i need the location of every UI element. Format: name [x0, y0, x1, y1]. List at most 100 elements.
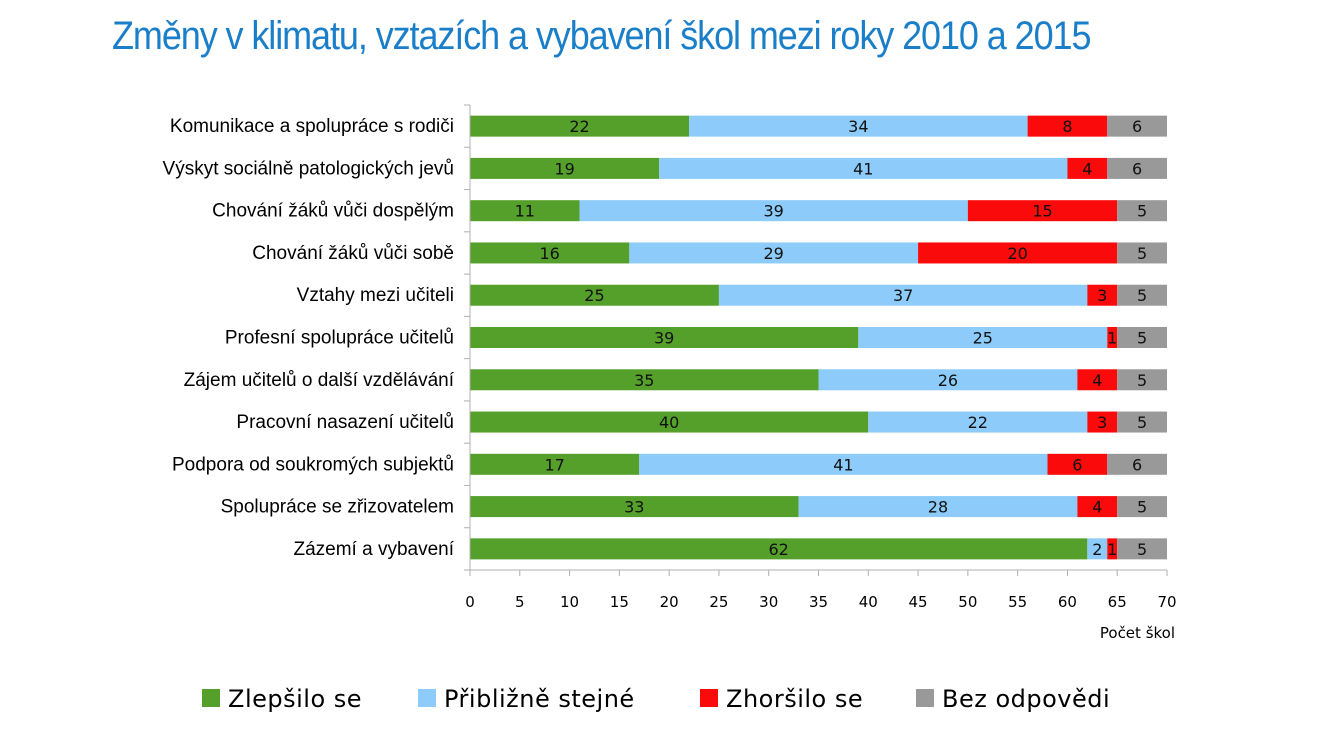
- data-label: 6: [1132, 159, 1142, 178]
- bar-segment: [470, 369, 819, 391]
- bar-segment: [858, 327, 1108, 348]
- bar-segment: [818, 369, 1078, 391]
- x-tick-label: 60: [1058, 593, 1077, 611]
- legend-swatch: [202, 689, 220, 707]
- legend: Zlepšilo se Přibližně stejné Zhoršilo se Be…: [202, 685, 1110, 713]
- data-label: 17: [544, 455, 564, 474]
- data-label: 3: [1097, 413, 1107, 432]
- data-label: 4: [1082, 159, 1092, 178]
- x-tick-label: 65: [1108, 593, 1127, 611]
- bar-segment: [470, 115, 690, 137]
- data-label: 5: [1137, 540, 1147, 559]
- bar-segment: [1107, 115, 1167, 137]
- x-tick-label: 20: [660, 593, 679, 611]
- category-label: Chování žáků vůči dospělým: [212, 201, 454, 222]
- bar-segment: [1087, 538, 1108, 560]
- x-tick-label: 30: [759, 593, 778, 611]
- data-label: 5: [1137, 498, 1147, 517]
- bar-segment: [470, 284, 719, 306]
- data-label: 5: [1137, 286, 1147, 305]
- legend-label: Zlepšilo se: [228, 685, 362, 713]
- bar-segment: [1067, 157, 1108, 179]
- bar-segment: [1117, 369, 1167, 391]
- bar-segment: [1117, 284, 1167, 306]
- legend-label: Bez odpovědi: [942, 685, 1110, 713]
- bar-segment: [1107, 453, 1167, 475]
- bar-segment: [1117, 538, 1167, 560]
- bar-segment: [639, 453, 1048, 475]
- data-label: 4: [1092, 371, 1102, 390]
- category-label: Zájem učitelů o další vzdělávání: [184, 370, 455, 391]
- category-label: Pracovní nasazení učitelů: [236, 412, 454, 433]
- data-label: 41: [833, 455, 853, 474]
- bar-segment: [1027, 115, 1108, 137]
- bar-segment: [1117, 242, 1167, 264]
- x-tick-label: 40: [859, 593, 878, 611]
- legend-label: Zhoršilo se: [726, 685, 863, 713]
- data-label: 16: [539, 244, 559, 263]
- bar-segment: [689, 115, 1028, 137]
- category-label: Podpora od soukromých subjektů: [172, 454, 454, 475]
- x-tick-label: 45: [909, 593, 928, 611]
- data-label: 11: [515, 202, 535, 221]
- x-tick-label: 70: [1157, 593, 1176, 611]
- bar-segment: [1107, 538, 1118, 560]
- data-label: 39: [654, 329, 674, 348]
- bar-segment: [1107, 327, 1118, 348]
- bar-segment: [1047, 453, 1108, 475]
- bar-segment: [798, 496, 1078, 518]
- data-label: 1: [1107, 540, 1117, 559]
- x-axis-title: Počet škol: [1100, 624, 1175, 642]
- data-label: 20: [1007, 244, 1027, 263]
- x-tick-label: 55: [1008, 593, 1027, 611]
- category-label: Spolupráce se zřizovatelem: [221, 497, 454, 518]
- data-label: 35: [634, 371, 654, 390]
- data-label: 6: [1072, 455, 1082, 474]
- data-label: 5: [1137, 329, 1147, 348]
- bar-segment: [659, 157, 1068, 179]
- data-label: 37: [893, 286, 913, 305]
- bar-segment: [1107, 157, 1167, 179]
- category-labels: Komunikace a spolupráce s rodiči Výskyt s…: [163, 116, 455, 560]
- bar-segment: [1077, 369, 1118, 391]
- data-label: 6: [1132, 117, 1142, 136]
- data-label: 22: [569, 117, 589, 136]
- bar-segment: [470, 327, 859, 348]
- bars-layer: 22 34 8 619 41 4 611 39 15 516 29 20 525 37 3 539 25 1 535…: [470, 115, 1167, 560]
- x-tick-label: 50: [958, 593, 977, 611]
- data-label: 25: [584, 286, 604, 305]
- chart-title: Změny v klimatu, vztazích a vybavení ško…: [112, 14, 1092, 58]
- data-label: 5: [1137, 202, 1147, 221]
- bar-segment: [967, 200, 1118, 222]
- category-label: Výskyt sociálně patologických jevů: [163, 158, 454, 179]
- data-label: 25: [973, 329, 993, 348]
- data-label: 41: [853, 159, 873, 178]
- bar-segment: [470, 538, 1088, 560]
- bar-segment: [629, 242, 919, 264]
- data-label: 6: [1132, 455, 1142, 474]
- category-label: Vztahy mezi učiteli: [297, 285, 454, 306]
- category-label: Komunikace a spolupráce s rodiči: [170, 116, 454, 137]
- bar-segment: [1117, 496, 1167, 518]
- data-label: 5: [1137, 413, 1147, 432]
- category-label: Profesní spolupráce učitelů: [225, 328, 454, 349]
- bar-segment: [579, 200, 968, 222]
- data-label: 22: [968, 413, 988, 432]
- data-label: 40: [659, 413, 679, 432]
- data-label: 2: [1092, 540, 1102, 559]
- legend-swatch: [418, 689, 436, 707]
- category-label: Zázemí a vybavení: [293, 539, 454, 560]
- bar-segment: [918, 242, 1118, 264]
- legend-label: Přibližně stejné: [444, 685, 635, 713]
- bar-segment: [470, 157, 660, 179]
- legend-swatch: [700, 689, 718, 707]
- x-tick-label: 35: [809, 593, 828, 611]
- data-label: 39: [764, 202, 784, 221]
- bar-segment: [1117, 411, 1167, 433]
- data-label: 26: [938, 371, 958, 390]
- bar-segment: [1077, 496, 1118, 518]
- x-tick-label: 10: [560, 593, 579, 611]
- bar-segment: [470, 453, 640, 475]
- data-label: 4: [1092, 498, 1102, 517]
